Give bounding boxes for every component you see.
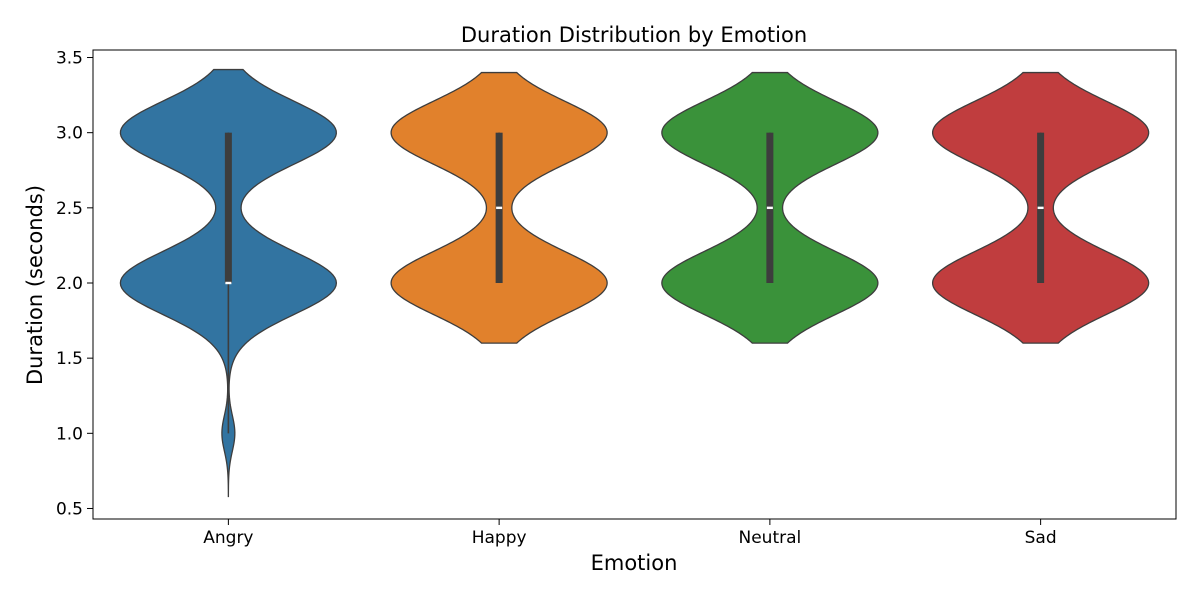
y-tick-label: 3.5 bbox=[56, 49, 83, 69]
y-tick-label: 0.5 bbox=[56, 499, 83, 519]
median-marker-angry bbox=[225, 281, 232, 285]
x-tick-label: Happy bbox=[472, 528, 527, 548]
x-axis: Angry Happy Neutral Sad bbox=[203, 519, 1057, 548]
y-axis: 0.5 1.0 1.5 2.0 2.5 3.0 3.5 bbox=[56, 49, 93, 519]
y-tick-label: 2.0 bbox=[56, 274, 83, 294]
chart-title: Duration Distribution by Emotion bbox=[461, 23, 807, 47]
y-tick-label: 2.5 bbox=[56, 199, 83, 219]
median-marker-neutral bbox=[766, 206, 773, 210]
y-axis-title: Duration (seconds) bbox=[23, 185, 47, 385]
x-tick-label: Sad bbox=[1025, 528, 1057, 548]
y-tick-label: 3.0 bbox=[56, 124, 83, 144]
y-tick-label: 1.5 bbox=[56, 349, 83, 369]
x-tick-label: Angry bbox=[203, 528, 253, 548]
y-tick-label: 1.0 bbox=[56, 424, 83, 444]
x-axis-title: Emotion bbox=[591, 551, 678, 575]
median-marker-happy bbox=[496, 206, 503, 210]
x-tick-label: Neutral bbox=[739, 528, 802, 548]
iqr-box-angry bbox=[224, 132, 232, 283]
violin-group bbox=[119, 68, 1150, 498]
plot-frame bbox=[92, 49, 1177, 520]
median-marker-sad bbox=[1037, 206, 1044, 210]
